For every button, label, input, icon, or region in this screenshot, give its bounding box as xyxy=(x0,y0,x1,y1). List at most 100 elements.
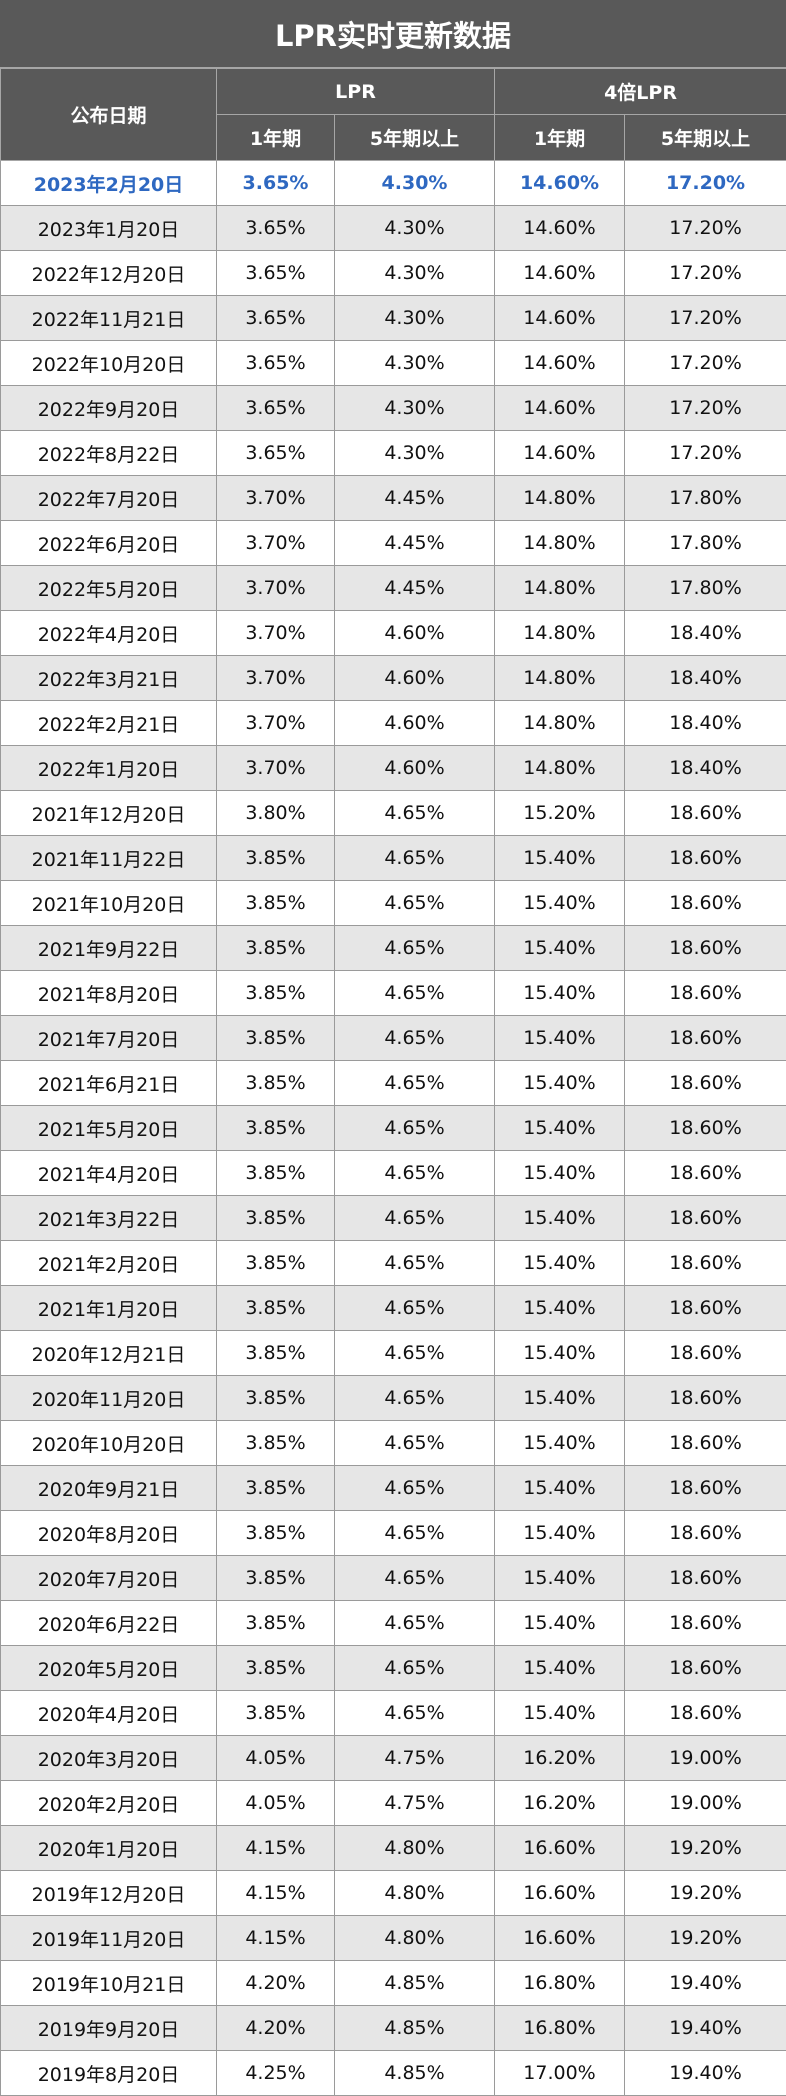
cell-lpr-5y: 4.30% xyxy=(335,206,495,251)
cell-lpr-1y: 3.85% xyxy=(217,1241,335,1286)
cell-date: 2020年6月22日 xyxy=(1,1601,217,1646)
cell-lpr-5y: 4.80% xyxy=(335,1826,495,1871)
cell-lpr-1y: 3.85% xyxy=(217,1691,335,1736)
cell-date: 2023年1月20日 xyxy=(1,206,217,251)
cell-4x-lpr-5y: 18.60% xyxy=(625,836,786,881)
cell-4x-lpr-5y: 19.00% xyxy=(625,1736,786,1781)
header-lpr-5y: 5年期以上 xyxy=(335,115,495,161)
header-4x-lpr-1y: 1年期 xyxy=(495,115,625,161)
cell-4x-lpr-1y: 14.80% xyxy=(495,566,625,611)
cell-4x-lpr-1y: 15.40% xyxy=(495,1061,625,1106)
cell-4x-lpr-5y: 17.20% xyxy=(625,386,786,431)
cell-4x-lpr-1y: 14.80% xyxy=(495,746,625,791)
cell-lpr-5y: 4.30% xyxy=(335,296,495,341)
cell-lpr-5y: 4.65% xyxy=(335,1016,495,1061)
cell-lpr-5y: 4.65% xyxy=(335,1151,495,1196)
cell-4x-lpr-1y: 15.40% xyxy=(495,1106,625,1151)
cell-date: 2020年10月20日 xyxy=(1,1421,217,1466)
cell-4x-lpr-5y: 18.40% xyxy=(625,746,786,791)
cell-4x-lpr-5y: 18.60% xyxy=(625,1601,786,1646)
cell-lpr-5y: 4.30% xyxy=(335,386,495,431)
cell-4x-lpr-5y: 17.80% xyxy=(625,521,786,566)
cell-lpr-1y: 4.25% xyxy=(217,2051,335,2096)
cell-4x-lpr-1y: 16.60% xyxy=(495,1826,625,1871)
cell-date: 2021年2月20日 xyxy=(1,1241,217,1286)
header-4x-lpr-group: 4倍LPR xyxy=(495,69,786,115)
cell-lpr-5y: 4.45% xyxy=(335,521,495,566)
cell-4x-lpr-1y: 15.40% xyxy=(495,1016,625,1061)
cell-lpr-5y: 4.65% xyxy=(335,1601,495,1646)
cell-4x-lpr-1y: 14.60% xyxy=(495,341,625,386)
cell-4x-lpr-1y: 15.40% xyxy=(495,1286,625,1331)
cell-lpr-5y: 4.30% xyxy=(335,251,495,296)
cell-lpr-1y: 4.20% xyxy=(217,1961,335,2006)
cell-4x-lpr-1y: 14.60% xyxy=(495,296,625,341)
cell-lpr-5y: 4.85% xyxy=(335,1961,495,2006)
cell-lpr-1y: 3.85% xyxy=(217,1466,335,1511)
cell-lpr-1y: 4.05% xyxy=(217,1781,335,1826)
cell-4x-lpr-5y: 18.60% xyxy=(625,1016,786,1061)
cell-lpr-5y: 4.80% xyxy=(335,1871,495,1916)
cell-date: 2022年7月20日 xyxy=(1,476,217,521)
cell-lpr-1y: 3.70% xyxy=(217,701,335,746)
cell-date: 2020年11月20日 xyxy=(1,1376,217,1421)
cell-lpr-5y: 4.60% xyxy=(335,656,495,701)
cell-4x-lpr-5y: 18.60% xyxy=(625,1421,786,1466)
cell-date: 2019年12月20日 xyxy=(1,1871,217,1916)
cell-lpr-1y: 3.65% xyxy=(217,296,335,341)
cell-lpr-1y: 3.65% xyxy=(217,341,335,386)
cell-date: 2021年10月20日 xyxy=(1,881,217,926)
cell-4x-lpr-1y: 14.80% xyxy=(495,611,625,656)
cell-date: 2022年6月20日 xyxy=(1,521,217,566)
cell-4x-lpr-5y: 18.60% xyxy=(625,791,786,836)
cell-date: 2021年3月22日 xyxy=(1,1196,217,1241)
cell-4x-lpr-1y: 14.60% xyxy=(495,206,625,251)
cell-date: 2022年8月22日 xyxy=(1,431,217,476)
cell-4x-lpr-1y: 16.20% xyxy=(495,1736,625,1781)
cell-4x-lpr-5y: 17.20% xyxy=(625,431,786,476)
cell-4x-lpr-5y: 17.20% xyxy=(625,206,786,251)
cell-4x-lpr-1y: 15.40% xyxy=(495,1196,625,1241)
cell-lpr-5y: 4.65% xyxy=(335,1331,495,1376)
cell-lpr-1y: 3.70% xyxy=(217,476,335,521)
cell-lpr-1y: 3.85% xyxy=(217,1286,335,1331)
cell-4x-lpr-5y: 18.60% xyxy=(625,1556,786,1601)
header-4x-lpr-5y: 5年期以上 xyxy=(625,115,786,161)
cell-4x-lpr-1y: 14.60% xyxy=(495,161,625,206)
cell-date: 2020年1月20日 xyxy=(1,1826,217,1871)
cell-4x-lpr-1y: 14.80% xyxy=(495,656,625,701)
cell-lpr-1y: 3.65% xyxy=(217,431,335,476)
cell-lpr-5y: 4.75% xyxy=(335,1781,495,1826)
cell-lpr-1y: 3.85% xyxy=(217,926,335,971)
cell-date: 2022年3月21日 xyxy=(1,656,217,701)
cell-4x-lpr-5y: 18.60% xyxy=(625,1646,786,1691)
cell-date: 2022年1月20日 xyxy=(1,746,217,791)
cell-4x-lpr-5y: 18.60% xyxy=(625,1511,786,1556)
cell-4x-lpr-1y: 15.40% xyxy=(495,1241,625,1286)
cell-4x-lpr-5y: 18.60% xyxy=(625,881,786,926)
cell-4x-lpr-5y: 18.60% xyxy=(625,926,786,971)
cell-lpr-5y: 4.65% xyxy=(335,1691,495,1736)
cell-4x-lpr-5y: 18.60% xyxy=(625,1286,786,1331)
cell-lpr-5y: 4.60% xyxy=(335,611,495,656)
table-header: 公布日期 LPR 4倍LPR 1年期 5年期以上 1年期 5年期以上 xyxy=(1,69,786,161)
cell-4x-lpr-5y: 18.40% xyxy=(625,611,786,656)
cell-4x-lpr-5y: 18.60% xyxy=(625,1196,786,1241)
cell-4x-lpr-1y: 16.80% xyxy=(495,2006,625,2051)
cell-4x-lpr-1y: 17.00% xyxy=(495,2051,625,2096)
